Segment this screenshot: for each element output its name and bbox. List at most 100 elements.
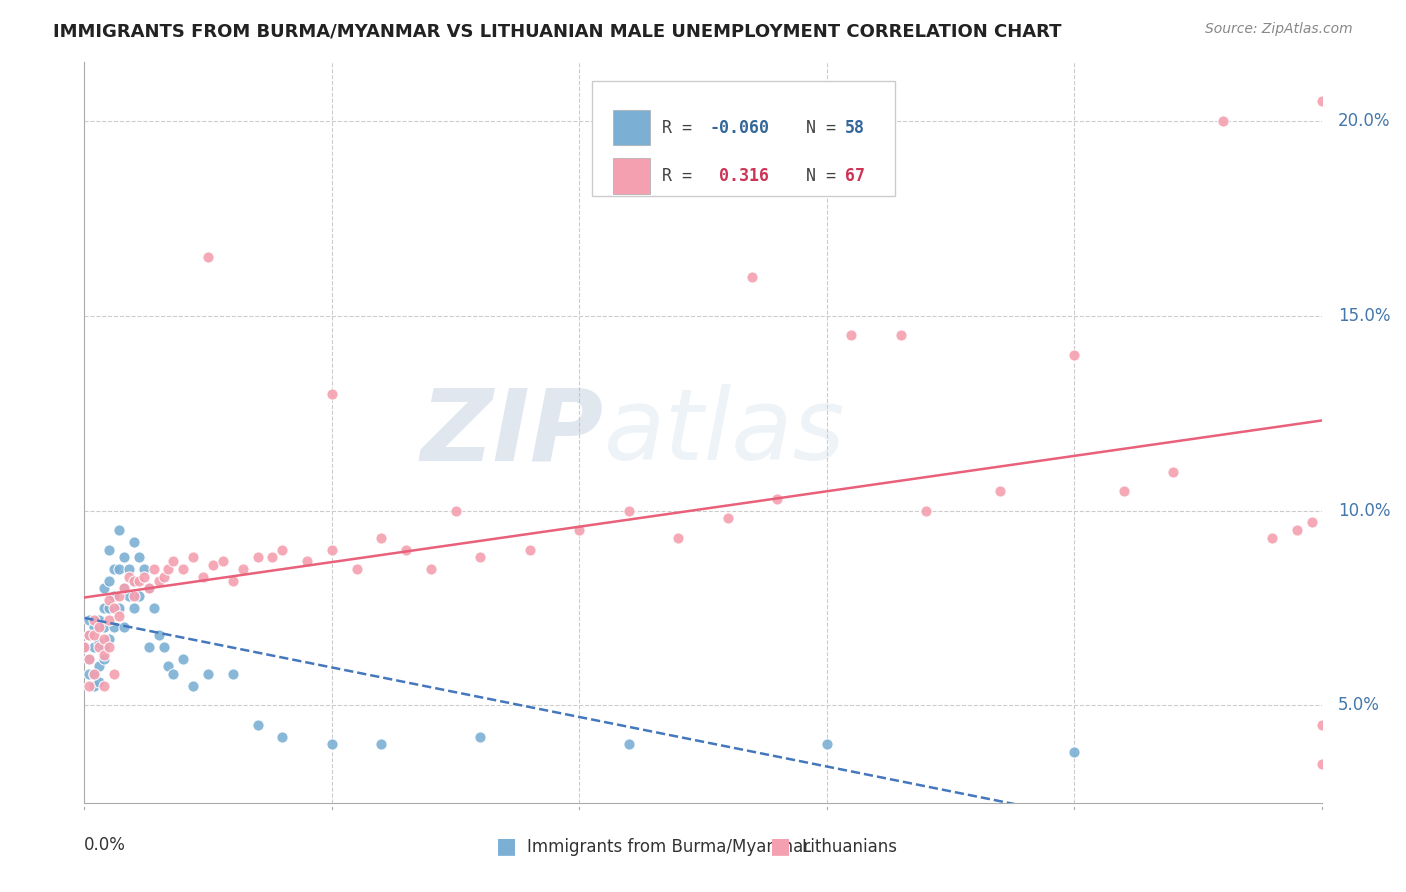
- Point: [108, 562, 131, 576]
- Point: [103, 601, 125, 615]
- Point: [271, 730, 294, 744]
- Point: [346, 562, 368, 576]
- Point: [79, 628, 101, 642]
- Point: [122, 601, 145, 615]
- Point: [103, 667, 125, 681]
- Point: [181, 550, 204, 565]
- Text: 10.0%: 10.0%: [1337, 501, 1391, 519]
- Text: 5.0%: 5.0%: [1337, 697, 1379, 714]
- FancyBboxPatch shape: [592, 81, 894, 195]
- Point: [142, 601, 165, 615]
- Point: [202, 558, 225, 573]
- Point: [132, 570, 155, 584]
- Point: [79, 651, 101, 665]
- Point: [128, 550, 150, 565]
- Point: [93, 640, 115, 654]
- Point: [172, 562, 194, 576]
- Text: ■: ■: [770, 837, 790, 856]
- Point: [98, 574, 121, 588]
- Point: [98, 542, 121, 557]
- Point: [148, 628, 170, 642]
- Point: [112, 620, 135, 634]
- Point: [519, 542, 541, 557]
- Point: [271, 542, 294, 557]
- Point: [157, 659, 180, 673]
- Point: [1310, 756, 1333, 771]
- Point: [83, 640, 105, 654]
- Point: [152, 640, 174, 654]
- Point: [295, 554, 318, 568]
- Point: [246, 550, 269, 565]
- Text: -0.060: -0.060: [709, 119, 769, 136]
- Point: [132, 562, 155, 576]
- Text: Source: ZipAtlas.com: Source: ZipAtlas.com: [1205, 22, 1353, 37]
- Text: atlas: atlas: [605, 384, 845, 481]
- Point: [172, 651, 194, 665]
- Point: [89, 620, 111, 634]
- Point: [157, 562, 180, 576]
- Point: [79, 628, 101, 642]
- Point: [79, 679, 101, 693]
- Point: [122, 589, 145, 603]
- Text: 20.0%: 20.0%: [1337, 112, 1391, 130]
- Point: [108, 608, 131, 623]
- Point: [470, 550, 492, 565]
- Point: [890, 328, 912, 343]
- Point: [1063, 348, 1085, 362]
- Y-axis label: Male Unemployment: Male Unemployment: [0, 346, 8, 519]
- Point: [1261, 531, 1284, 545]
- Point: [118, 589, 141, 603]
- Bar: [613, 158, 650, 194]
- Point: [717, 511, 740, 525]
- Point: [370, 531, 392, 545]
- Point: [103, 562, 125, 576]
- Point: [142, 562, 165, 576]
- Point: [191, 570, 214, 584]
- Point: [321, 737, 343, 751]
- Point: [988, 484, 1011, 499]
- Point: [1310, 95, 1333, 109]
- Point: [138, 582, 160, 596]
- Point: [1212, 114, 1234, 128]
- Point: [93, 679, 115, 693]
- Text: 67: 67: [845, 167, 865, 185]
- Point: [93, 620, 115, 634]
- Point: [103, 620, 125, 634]
- Point: [73, 640, 96, 654]
- Point: [152, 570, 174, 584]
- Point: [246, 718, 269, 732]
- Point: [118, 570, 141, 584]
- Point: [148, 574, 170, 588]
- Point: [1161, 465, 1184, 479]
- Point: [93, 651, 115, 665]
- Point: [841, 328, 863, 343]
- Bar: [613, 110, 650, 145]
- Point: [419, 562, 441, 576]
- Text: 15.0%: 15.0%: [1337, 307, 1391, 325]
- Point: [138, 582, 160, 596]
- Text: ZIP: ZIP: [420, 384, 605, 481]
- Point: [108, 523, 131, 537]
- Point: [162, 667, 184, 681]
- Text: N =: N =: [786, 167, 846, 185]
- Point: [122, 574, 145, 588]
- Point: [83, 667, 105, 681]
- Point: [138, 640, 160, 654]
- Point: [112, 582, 135, 596]
- Point: [93, 601, 115, 615]
- Text: Lithuanians: Lithuanians: [801, 838, 897, 856]
- Point: [108, 589, 131, 603]
- Point: [79, 667, 101, 681]
- Text: ■: ■: [496, 837, 516, 856]
- Point: [89, 659, 111, 673]
- Point: [83, 620, 105, 634]
- Point: [1301, 515, 1323, 529]
- Point: [568, 523, 591, 537]
- Point: [128, 589, 150, 603]
- Point: [666, 531, 689, 545]
- Point: [89, 675, 111, 690]
- Point: [444, 503, 467, 517]
- Point: [83, 679, 105, 693]
- Point: [1112, 484, 1135, 499]
- Point: [815, 737, 838, 751]
